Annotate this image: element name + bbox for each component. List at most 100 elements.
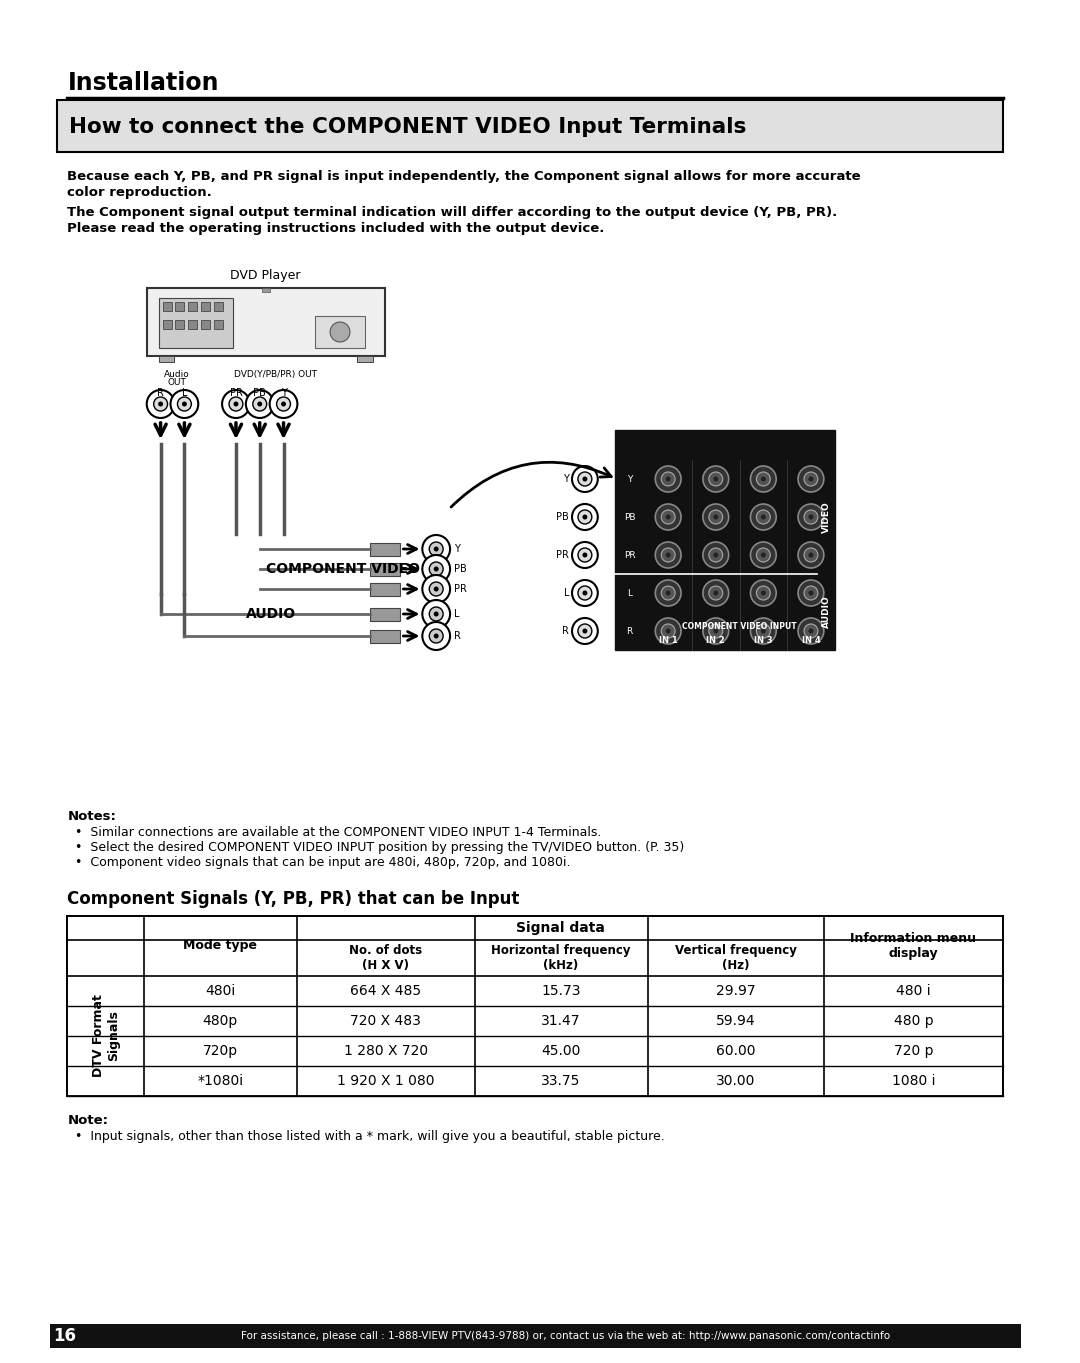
- Circle shape: [761, 552, 766, 557]
- Circle shape: [572, 542, 598, 568]
- Circle shape: [422, 575, 450, 602]
- Text: 720p: 720p: [203, 1044, 238, 1058]
- Circle shape: [761, 628, 766, 634]
- Text: Horizontal frequency
(kHz): Horizontal frequency (kHz): [491, 945, 631, 972]
- Circle shape: [665, 590, 671, 596]
- Circle shape: [703, 466, 729, 492]
- Circle shape: [572, 581, 598, 607]
- Text: 480 i: 480 i: [896, 984, 931, 998]
- Circle shape: [578, 548, 592, 562]
- Circle shape: [703, 504, 729, 530]
- Bar: [175, 303, 185, 311]
- Circle shape: [147, 390, 175, 418]
- Circle shape: [422, 555, 450, 583]
- Circle shape: [253, 397, 267, 412]
- Text: Y: Y: [281, 388, 286, 398]
- Circle shape: [761, 514, 766, 519]
- Circle shape: [434, 612, 438, 616]
- Circle shape: [809, 514, 813, 519]
- Text: PB: PB: [454, 564, 467, 574]
- Text: •  Similar connections are available at the COMPONENT VIDEO INPUT 1-4 Terminals.: • Similar connections are available at t…: [76, 826, 602, 840]
- Circle shape: [713, 628, 718, 634]
- Circle shape: [798, 466, 824, 492]
- Circle shape: [281, 402, 286, 406]
- Text: PR: PR: [556, 551, 569, 560]
- Bar: [369, 583, 400, 596]
- Circle shape: [751, 504, 777, 530]
- Text: 664 X 485: 664 X 485: [350, 984, 421, 998]
- Bar: [159, 356, 175, 363]
- Circle shape: [229, 397, 243, 412]
- Circle shape: [429, 542, 443, 556]
- Text: Please read the operating instructions included with the output device.: Please read the operating instructions i…: [67, 222, 605, 234]
- Circle shape: [761, 590, 766, 596]
- Circle shape: [330, 322, 350, 342]
- Text: L: L: [564, 587, 569, 598]
- Circle shape: [656, 504, 681, 530]
- Text: 720 p: 720 p: [893, 1044, 933, 1058]
- Text: Note:: Note:: [67, 1114, 108, 1127]
- Circle shape: [656, 542, 681, 568]
- Circle shape: [798, 617, 824, 643]
- Text: 720 X 483: 720 X 483: [350, 1014, 421, 1028]
- Circle shape: [177, 397, 191, 412]
- Bar: [201, 303, 211, 311]
- Circle shape: [756, 472, 770, 487]
- Text: PR: PR: [454, 583, 467, 594]
- Circle shape: [708, 510, 723, 523]
- Circle shape: [756, 510, 770, 523]
- Text: 1 280 X 720: 1 280 X 720: [343, 1044, 428, 1058]
- Circle shape: [578, 510, 592, 523]
- Bar: [188, 320, 198, 328]
- Circle shape: [429, 607, 443, 622]
- Bar: [214, 320, 224, 328]
- Bar: [356, 356, 373, 363]
- Circle shape: [429, 628, 443, 643]
- Circle shape: [257, 402, 262, 406]
- Circle shape: [429, 562, 443, 577]
- Text: R: R: [454, 631, 461, 641]
- Circle shape: [708, 472, 723, 487]
- Bar: [201, 320, 211, 328]
- Circle shape: [661, 510, 675, 523]
- Text: •  Select the desired COMPONENT VIDEO INPUT position by pressing the TV/VIDEO bu: • Select the desired COMPONENT VIDEO INP…: [76, 841, 685, 855]
- Circle shape: [429, 582, 443, 596]
- Bar: [261, 288, 270, 292]
- Bar: [163, 320, 172, 328]
- Circle shape: [158, 402, 163, 406]
- Circle shape: [804, 548, 818, 562]
- Text: PB: PB: [624, 512, 635, 522]
- Text: •  Input signals, other than those listed with a * mark, will give you a beautif: • Input signals, other than those listed…: [76, 1130, 665, 1144]
- Text: 30.00: 30.00: [716, 1074, 755, 1088]
- Text: COMPONENT VIDEO: COMPONENT VIDEO: [266, 562, 420, 577]
- Circle shape: [665, 628, 671, 634]
- Text: DTV Format
Signals: DTV Format Signals: [92, 995, 120, 1077]
- Circle shape: [703, 617, 729, 643]
- Circle shape: [181, 402, 187, 406]
- Text: Y: Y: [563, 474, 569, 484]
- Circle shape: [270, 390, 297, 418]
- Circle shape: [751, 542, 777, 568]
- Text: Because each Y, PB, and PR signal is input independently, the Component signal a: Because each Y, PB, and PR signal is inp…: [67, 170, 861, 183]
- Circle shape: [582, 590, 588, 596]
- Bar: [163, 303, 172, 311]
- Circle shape: [713, 552, 718, 557]
- Text: 480p: 480p: [203, 1014, 238, 1028]
- Circle shape: [656, 581, 681, 607]
- Text: 480 p: 480 p: [893, 1014, 933, 1028]
- Text: 1 920 X 1 080: 1 920 X 1 080: [337, 1074, 434, 1088]
- Circle shape: [713, 514, 718, 519]
- Circle shape: [661, 624, 675, 638]
- Text: 16: 16: [53, 1328, 76, 1345]
- Text: AUDIO: AUDIO: [822, 596, 832, 628]
- Circle shape: [809, 552, 813, 557]
- Circle shape: [434, 586, 438, 592]
- Bar: [369, 608, 400, 622]
- Circle shape: [804, 586, 818, 600]
- Text: Signal data: Signal data: [516, 921, 605, 935]
- Text: Y: Y: [454, 544, 460, 553]
- Circle shape: [751, 617, 777, 643]
- Text: DVD(Y/PB/PR) OUT: DVD(Y/PB/PR) OUT: [234, 369, 318, 379]
- Bar: [147, 288, 384, 356]
- Circle shape: [713, 590, 718, 596]
